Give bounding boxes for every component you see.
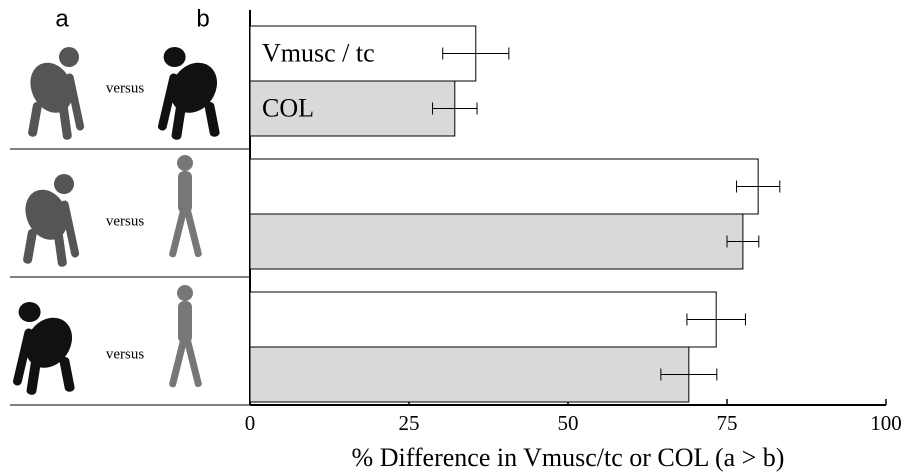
error-bar	[660, 368, 718, 381]
bar	[249, 213, 744, 270]
error-bar	[736, 180, 781, 193]
category-label: versus	[106, 346, 144, 362]
category-label: versus	[106, 80, 144, 96]
error-bar	[432, 102, 478, 115]
x-axis-label: % Difference in Vmusc/tc or COL (a > b)	[352, 443, 785, 472]
bar	[249, 346, 690, 403]
x-tick-label: 0	[245, 411, 256, 435]
x-tick-label: 50	[558, 411, 579, 435]
legend-label: Vmusc / tc	[262, 38, 375, 67]
x-tick-label: 100	[870, 411, 902, 435]
column-label: b	[196, 5, 209, 32]
column-label: a	[55, 5, 69, 32]
bar	[249, 80, 456, 137]
x-tick-label: 25	[399, 411, 420, 435]
error-bar	[686, 313, 746, 326]
category-label: versus	[106, 213, 144, 229]
error-bar	[726, 235, 760, 248]
bar	[249, 291, 717, 348]
legend-label: COL	[262, 93, 314, 122]
error-bar	[442, 47, 510, 60]
bar	[249, 158, 759, 215]
x-tick-label: 75	[717, 411, 738, 435]
